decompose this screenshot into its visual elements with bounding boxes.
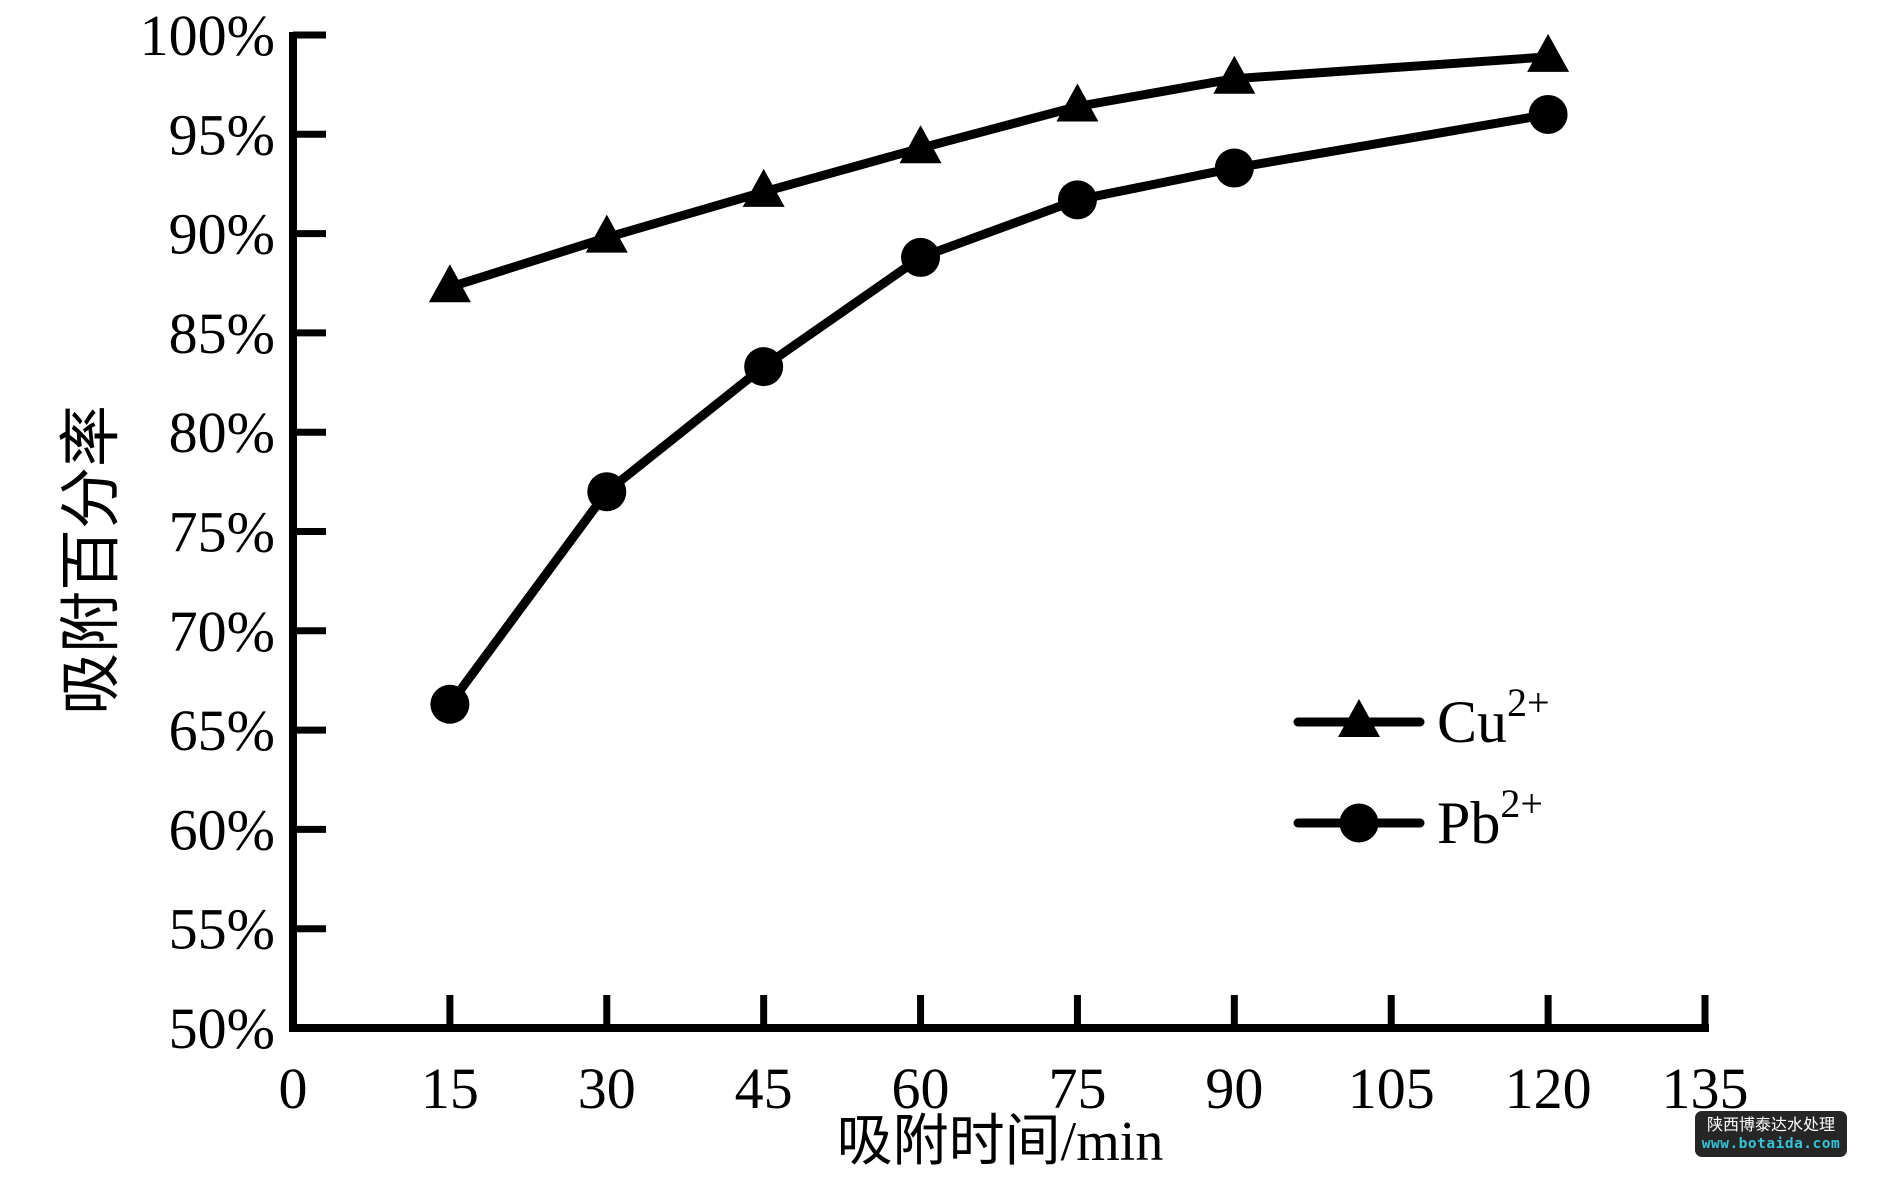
- marker-triangle-cu: [1213, 55, 1256, 94]
- legend-label-cu: Cu2+: [1437, 680, 1550, 755]
- y-tick-label: 60%: [169, 797, 275, 862]
- x-tick-label: 45: [735, 1056, 793, 1121]
- x-tick-label: 75: [1048, 1056, 1106, 1121]
- marker-circle-pb: [430, 684, 470, 724]
- x-tick-label: 30: [578, 1056, 636, 1121]
- marker-triangle-cu: [1527, 33, 1570, 72]
- x-tick-label: 90: [1205, 1056, 1263, 1121]
- x-tick-label: 135: [1662, 1056, 1749, 1121]
- y-tick-label: 75%: [169, 500, 275, 565]
- marker-triangle-cu: [428, 264, 471, 303]
- y-tick-label: 100%: [140, 3, 275, 68]
- y-tick-label: 95%: [169, 102, 275, 167]
- y-tick-label: 85%: [169, 301, 275, 366]
- y-tick-label: 80%: [169, 400, 275, 465]
- marker-circle-pb: [901, 237, 941, 277]
- x-tick-label: 120: [1505, 1056, 1592, 1121]
- watermark-badge: 陕西博泰达水处理 www.botaida.com: [1695, 1111, 1847, 1157]
- marker-circle-pb: [744, 347, 784, 387]
- marker-triangle-cu: [899, 125, 942, 164]
- x-tick-label: 60: [892, 1056, 950, 1121]
- y-tick-label: 50%: [169, 996, 275, 1061]
- legend-marker-triangle: [1338, 699, 1380, 737]
- x-axis-title: 吸附时间/min: [837, 1111, 1164, 1173]
- marker-circle-pb: [1057, 180, 1097, 220]
- x-tick-label: 0: [279, 1056, 308, 1121]
- marker-circle-pb: [1528, 94, 1568, 134]
- legend-label-pb: Pb2+: [1437, 781, 1543, 856]
- y-tick-label: 70%: [169, 599, 275, 664]
- marker-circle-pb: [587, 472, 627, 512]
- marker-circle-pb: [1214, 148, 1254, 188]
- marker-triangle-cu: [585, 214, 628, 253]
- legend-marker-circle: [1339, 803, 1379, 843]
- y-axis-title: 吸附百分率: [58, 405, 126, 715]
- x-tick-label: 105: [1348, 1056, 1435, 1121]
- marker-triangle-cu: [1056, 83, 1099, 122]
- y-tick-label: 90%: [169, 202, 275, 267]
- watermark-company-text: 陕西博泰达水处理: [1706, 1114, 1835, 1134]
- x-tick-label: 15: [421, 1056, 479, 1121]
- y-tick-label: 55%: [169, 897, 275, 962]
- watermark-url-text: www.botaida.com: [1701, 1135, 1841, 1152]
- series-line-pb: [445, 109, 1553, 709]
- series-line-cu: [445, 52, 1553, 292]
- y-tick-label: 65%: [169, 698, 275, 763]
- marker-triangle-cu: [742, 168, 785, 207]
